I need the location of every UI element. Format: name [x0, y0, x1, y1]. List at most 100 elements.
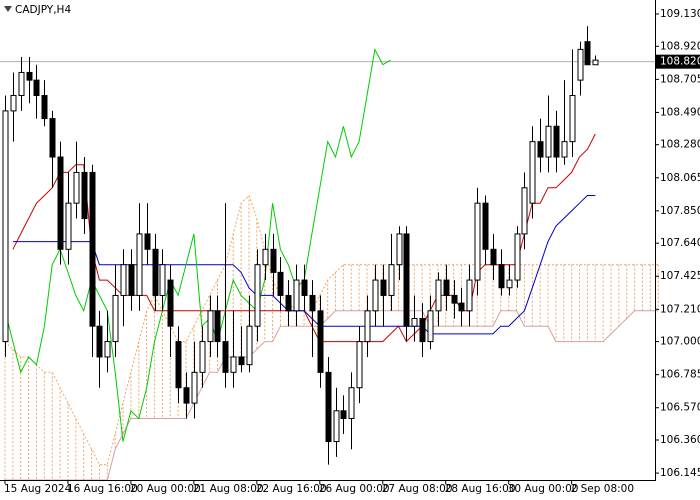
candle-body — [167, 279, 174, 327]
candle-body — [561, 141, 568, 158]
candle-body — [348, 387, 355, 419]
candle-body — [553, 125, 560, 158]
candle-body — [238, 356, 245, 366]
y-tick-label: 108.065 — [660, 172, 700, 184]
x-tick-label: 15 Aug 2024 — [4, 483, 72, 495]
candle-body — [57, 156, 64, 250]
x-tick-label: 21 Aug 08:00 — [193, 483, 264, 495]
candle-body — [73, 171, 80, 204]
candle-body — [270, 248, 277, 273]
span-a-line — [4, 194, 659, 466]
candle-body — [49, 118, 56, 158]
candle-body — [372, 279, 379, 312]
candle-body — [514, 233, 521, 281]
y-tick-label: 106.785 — [660, 369, 700, 381]
candle-body — [144, 233, 151, 250]
y-tick-label: 107.210 — [660, 303, 700, 315]
candle-body — [364, 310, 371, 343]
symbol-icon — [4, 6, 12, 12]
candle-body — [41, 95, 48, 120]
candle-body — [388, 264, 395, 296]
candle-body — [254, 264, 261, 327]
candle-body — [159, 264, 166, 296]
candle-body — [419, 318, 426, 343]
candle-body — [136, 233, 143, 296]
candle-body — [285, 294, 292, 312]
candle-body — [482, 202, 489, 250]
candle-body — [191, 371, 198, 404]
candle-body — [537, 141, 544, 158]
candle-body — [230, 356, 237, 373]
candle-body — [293, 279, 300, 312]
candle-body — [403, 233, 410, 327]
candle-body — [18, 71, 25, 97]
candle-body — [427, 310, 434, 343]
x-tick-label: 30 Aug 00:00 — [508, 483, 579, 495]
candle-body — [246, 325, 253, 366]
y-tick-label: 107.850 — [660, 205, 700, 217]
candle-body — [443, 279, 450, 296]
candle-body — [301, 279, 308, 296]
x-tick-label: 16 Aug 16:00 — [67, 483, 138, 495]
y-tick-label: 108.920 — [660, 40, 700, 52]
candle-body — [262, 248, 269, 266]
candle-body — [207, 310, 214, 343]
candle-body — [96, 325, 103, 358]
candle-body — [506, 279, 513, 289]
candle-body — [81, 171, 88, 220]
x-tick-label: 22 Aug 16:00 — [256, 483, 327, 495]
candle-body — [529, 141, 536, 204]
y-tick-label: 109.130 — [660, 8, 700, 20]
y-tick-label: 108.705 — [660, 73, 700, 85]
candle-body — [222, 341, 229, 373]
candle-body — [577, 48, 584, 81]
candle-body — [340, 410, 347, 419]
x-tick-label: 2 Sep 08:00 — [571, 483, 634, 495]
y-tick-label: 106.145 — [660, 467, 700, 479]
candle-body — [466, 279, 473, 312]
candle-body — [545, 125, 552, 158]
candle-body — [128, 264, 135, 296]
x-tick-label: 26 Aug 00:00 — [319, 483, 390, 495]
candle-body — [309, 294, 316, 312]
candle-body — [592, 59, 599, 66]
candle-body — [65, 202, 72, 250]
candle-body — [569, 95, 576, 143]
last-price-label: 108.820 — [660, 56, 700, 68]
y-tick-label: 106.360 — [660, 434, 700, 446]
candle-body — [435, 279, 442, 312]
candle-body — [490, 248, 497, 266]
candle-body — [277, 271, 284, 296]
y-tick-label: 106.570 — [660, 402, 700, 414]
span-b-line — [5, 310, 659, 481]
candle-body — [356, 341, 363, 389]
candle-body — [333, 410, 340, 443]
candle-body — [584, 41, 591, 66]
candle-body — [411, 318, 418, 327]
candle-body — [199, 341, 206, 373]
chart-title: CADJPY,H4 — [15, 4, 71, 16]
y-tick-label: 107.425 — [660, 270, 700, 282]
candle-body — [10, 95, 17, 112]
indicator-line — [4, 47, 391, 442]
x-tick-label: 27 Aug 08:00 — [382, 483, 453, 495]
candle-body — [152, 248, 159, 296]
candle-body — [458, 302, 465, 312]
y-tick-label: 108.490 — [660, 106, 700, 118]
candle-body — [380, 279, 387, 296]
candle-body — [89, 171, 96, 327]
candle-body — [214, 310, 221, 343]
candle-body — [26, 71, 33, 81]
candle-body — [396, 233, 403, 266]
last-price-tag — [656, 54, 700, 69]
candle-body — [521, 187, 528, 235]
candle-body — [183, 387, 190, 404]
x-tick-label: 28 Aug 16:00 — [445, 483, 516, 495]
y-tick-label: 108.280 — [660, 139, 700, 151]
candle-body — [474, 202, 481, 281]
candle-body — [33, 79, 40, 97]
candle-body — [317, 310, 324, 373]
candle-body — [325, 371, 332, 443]
